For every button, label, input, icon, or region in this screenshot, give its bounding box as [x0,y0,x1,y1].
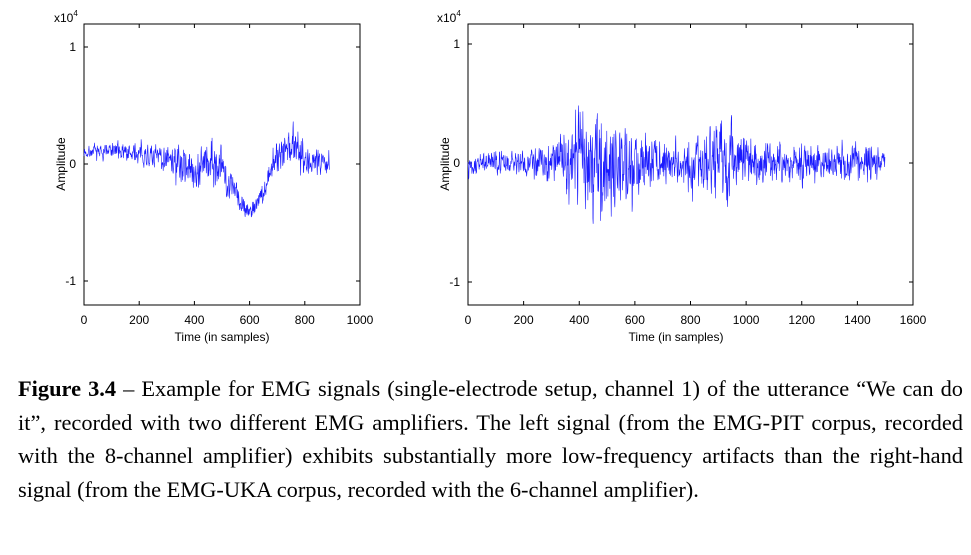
left-chart: 0 200 400 600 800 1000 1 0 -1 x104 Time (in sam… [54,9,374,344]
left-y-ticks: 1 0 -1 [65,40,360,288]
left-y-scale-label: x104 [54,9,78,25]
caption-text: – Example for EMG signals (single-electr… [18,376,963,502]
right-x-tick-label: 1600 [900,313,927,327]
left-y-scale-exponent: 4 [73,9,78,18]
right-x-tick-label: 1000 [733,313,760,327]
right-y-tick-label: 0 [453,156,460,170]
left-y-tick-label: 1 [69,40,76,54]
figure-caption: Figure 3.4 – Example for EMG signals (si… [18,372,963,506]
left-x-tick-label: 200 [129,313,149,327]
right-x-tick-label: 600 [625,313,645,327]
left-x-tick-label: 1000 [347,313,374,327]
right-x-tick-label: 1200 [788,313,815,327]
figure-label: Figure 3.4 [18,376,117,401]
left-y-tick-label: -1 [65,274,76,288]
left-y-tick-label: 0 [69,157,76,171]
right-y-tick-label: 1 [453,37,460,51]
right-y-axis-label: Amplitude [438,137,452,191]
right-x-tick-label: 800 [680,313,700,327]
left-x-axis-label: Time (in samples) [175,330,270,344]
right-x-ticks: 0 200 400 600 800 1000 1200 1400 1600 [465,24,927,327]
right-x-tick-label: 400 [569,313,589,327]
left-x-tick-label: 600 [240,313,260,327]
right-chart: 0 200 400 600 800 1000 1200 1400 1600 10-1 x104 … [437,9,927,344]
left-x-tick-label: 400 [184,313,204,327]
right-x-tick-label: 1400 [844,313,871,327]
figure-plots: 0 200 400 600 800 1000 10-1 x104 Time (in sam… [54,9,927,344]
right-x-tick-label: 0 [465,313,472,327]
left-x-ticks: 0 200 400 600 800 1000 [81,24,374,327]
right-y-scale-label: x104 [437,9,461,25]
right-x-axis-label: Time (in samples) [629,330,724,344]
right-signal-line [467,105,886,224]
left-x-tick-label: 0 [81,313,88,327]
right-x-tick-label: 200 [514,313,534,327]
right-y-tick-label: -1 [449,275,460,289]
left-signal-line [83,121,330,218]
left-x-tick-label: 800 [295,313,315,327]
right-y-scale-exponent: 4 [456,9,461,18]
left-y-axis-label: Amplitude [54,137,68,191]
